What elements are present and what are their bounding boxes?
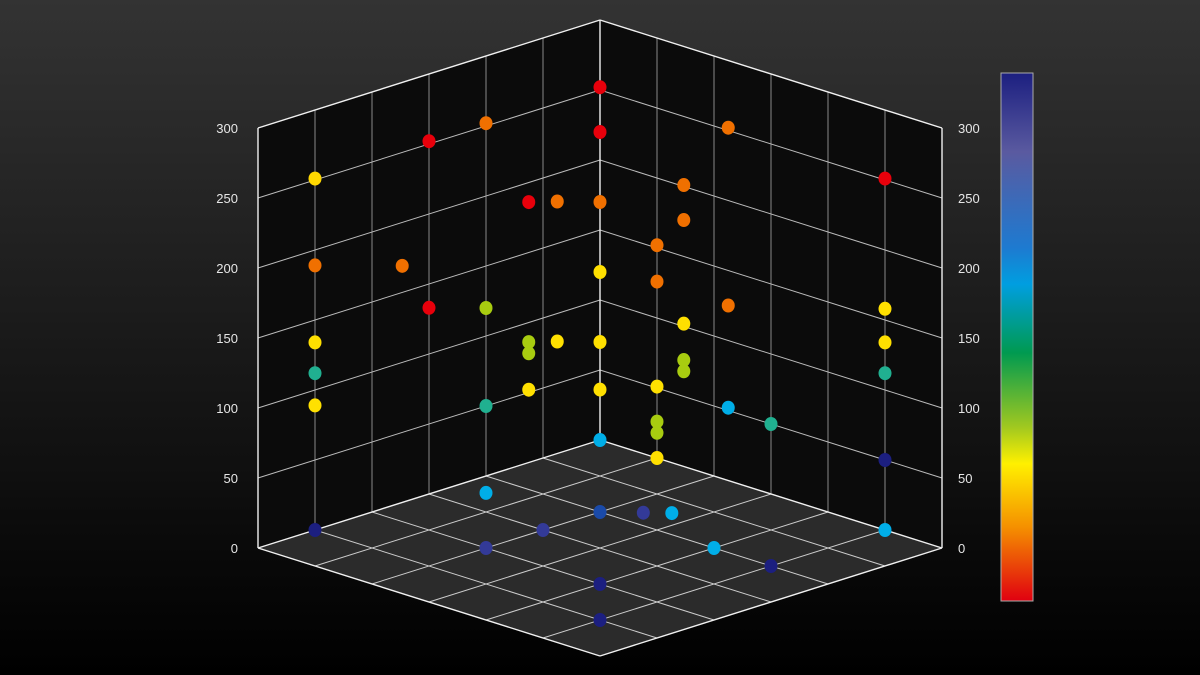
data-point	[308, 523, 322, 537]
left-wall-gridline	[257, 229, 601, 339]
data-point	[593, 577, 607, 591]
data-point	[522, 335, 536, 350]
data-point	[308, 366, 322, 381]
data-point	[593, 505, 607, 519]
data-point	[878, 335, 892, 350]
data-point	[878, 523, 892, 537]
data-point	[650, 274, 664, 289]
data-point	[878, 453, 892, 467]
y-tick-label-left: 250	[216, 191, 238, 206]
y-tick-label-right: 250	[958, 191, 980, 206]
data-point	[677, 178, 691, 193]
data-point	[522, 346, 536, 361]
floor-gridline	[314, 457, 658, 567]
data-point	[593, 80, 607, 95]
left-wall-gridline	[257, 299, 601, 409]
y-tick-label-left: 150	[216, 331, 238, 346]
data-point	[536, 523, 550, 537]
data-point	[593, 125, 607, 139]
data-point	[721, 120, 735, 135]
y-tick-label-right: 150	[958, 331, 980, 346]
data-point	[650, 238, 664, 253]
data-point	[522, 195, 536, 210]
y-tick-label-right: 50	[958, 471, 972, 486]
y-tick-label-left: 300	[216, 121, 238, 136]
data-point	[764, 559, 778, 573]
colorbar	[1000, 72, 1034, 602]
floor-gridline	[485, 511, 829, 621]
data-point	[677, 316, 691, 331]
data-point	[593, 335, 607, 349]
left-wall-gridline	[257, 369, 601, 479]
data-point	[422, 300, 436, 315]
data-point	[593, 613, 607, 627]
data-point	[522, 382, 536, 397]
y-tick-label-right: 300	[958, 121, 980, 136]
data-points	[308, 80, 892, 627]
data-point	[422, 134, 436, 149]
right-wall-gridline	[599, 159, 943, 269]
data-point	[479, 485, 493, 500]
data-point	[650, 425, 664, 440]
y-tick-label-left: 0	[231, 541, 238, 556]
data-point	[878, 366, 892, 381]
y-tick-label-right: 0	[958, 541, 965, 556]
data-point	[665, 506, 679, 521]
data-point	[479, 399, 493, 413]
data-point	[550, 194, 564, 209]
data-point	[395, 258, 409, 273]
y-tick-label-right: 200	[958, 261, 980, 276]
axis-edge	[257, 547, 601, 657]
data-point	[677, 353, 691, 368]
data-point	[878, 171, 892, 186]
data-point	[593, 433, 607, 447]
data-point	[479, 301, 493, 315]
data-point	[677, 213, 691, 228]
data-point	[707, 541, 721, 555]
left-wall-gridline	[257, 159, 601, 269]
data-point	[479, 541, 493, 555]
data-point	[550, 334, 564, 349]
data-point	[308, 335, 322, 350]
data-point	[308, 258, 322, 273]
y-axis-ticks: 0 0 50 50 100 100 150 150 200 200 250 250 300 300	[216, 121, 979, 556]
data-point	[308, 171, 322, 186]
y-tick-label-right: 100	[958, 401, 980, 416]
floor-gridline	[428, 493, 772, 603]
y-tick-label-left: 50	[224, 471, 238, 486]
data-point	[593, 382, 607, 397]
data-point	[878, 301, 892, 316]
axis-edge	[599, 547, 943, 657]
data-point	[764, 417, 778, 431]
data-point	[479, 116, 493, 131]
axis-edge	[257, 19, 601, 129]
y-tick-label-left: 200	[216, 261, 238, 276]
data-point	[593, 265, 607, 279]
y-tick-label-left: 100	[216, 401, 238, 416]
axis-edge	[599, 19, 943, 129]
right-wall-gridline	[599, 299, 943, 409]
data-point	[721, 298, 735, 313]
data-point	[593, 195, 607, 209]
data-point	[650, 451, 664, 465]
data-point	[308, 398, 322, 413]
data-point	[650, 379, 664, 394]
data-point	[677, 364, 691, 379]
data-point	[721, 400, 735, 415]
chart-grid	[257, 19, 943, 657]
data-point	[650, 414, 664, 429]
data-point	[636, 505, 650, 520]
